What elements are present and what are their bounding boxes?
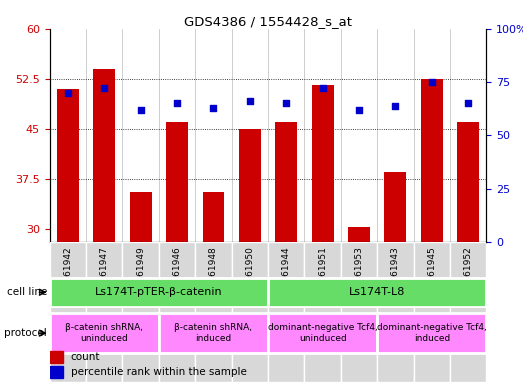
Point <box>100 85 108 91</box>
Text: β-catenin shRNA,
uninduced: β-catenin shRNA, uninduced <box>65 323 143 343</box>
Title: GDS4386 / 1554428_s_at: GDS4386 / 1554428_s_at <box>184 15 352 28</box>
Text: GSM461946: GSM461946 <box>173 246 181 301</box>
Bar <box>384 172 406 242</box>
FancyBboxPatch shape <box>122 242 159 382</box>
Bar <box>457 122 479 242</box>
Point <box>428 79 436 85</box>
Text: dominant-negative Tcf4,
induced: dominant-negative Tcf4, induced <box>377 323 487 343</box>
Text: GSM461953: GSM461953 <box>355 246 363 301</box>
Point <box>64 90 72 96</box>
Bar <box>275 122 297 242</box>
Bar <box>312 85 334 242</box>
FancyBboxPatch shape <box>232 242 268 382</box>
FancyBboxPatch shape <box>50 278 268 307</box>
FancyBboxPatch shape <box>268 278 486 307</box>
Point <box>137 107 145 113</box>
Text: GSM461942: GSM461942 <box>63 246 72 301</box>
Bar <box>421 79 442 242</box>
Text: GSM461944: GSM461944 <box>282 246 291 301</box>
Point <box>246 98 254 104</box>
Text: protocol: protocol <box>4 328 47 338</box>
FancyBboxPatch shape <box>86 242 122 382</box>
Text: dominant-negative Tcf4,
uninduced: dominant-negative Tcf4, uninduced <box>268 323 378 343</box>
FancyBboxPatch shape <box>341 242 377 382</box>
Bar <box>57 89 79 242</box>
Point <box>282 100 290 106</box>
Bar <box>166 122 188 242</box>
Text: GSM461947: GSM461947 <box>100 246 109 301</box>
Bar <box>130 192 152 242</box>
Bar <box>202 192 224 242</box>
FancyBboxPatch shape <box>159 242 195 382</box>
Bar <box>50 351 63 363</box>
Text: count: count <box>71 352 100 362</box>
Point <box>173 100 181 106</box>
FancyBboxPatch shape <box>268 313 377 353</box>
Text: GSM461948: GSM461948 <box>209 246 218 301</box>
FancyBboxPatch shape <box>450 242 486 382</box>
Bar <box>50 366 63 379</box>
FancyBboxPatch shape <box>50 313 159 353</box>
Point <box>391 103 400 109</box>
Text: GSM461943: GSM461943 <box>391 246 400 301</box>
FancyBboxPatch shape <box>195 242 232 382</box>
Text: GSM461951: GSM461951 <box>318 246 327 301</box>
Text: GSM461950: GSM461950 <box>245 246 254 301</box>
Bar <box>239 129 261 242</box>
FancyBboxPatch shape <box>268 242 304 382</box>
Point <box>209 104 218 111</box>
Point <box>355 107 363 113</box>
Text: β-catenin shRNA,
induced: β-catenin shRNA, induced <box>175 323 253 343</box>
FancyBboxPatch shape <box>50 242 86 382</box>
FancyBboxPatch shape <box>304 242 341 382</box>
Bar <box>348 227 370 242</box>
Text: GSM461945: GSM461945 <box>427 246 436 301</box>
Text: percentile rank within the sample: percentile rank within the sample <box>71 367 246 377</box>
FancyBboxPatch shape <box>377 242 414 382</box>
Text: Ls174T-pTER-β-catenin: Ls174T-pTER-β-catenin <box>95 287 223 297</box>
FancyBboxPatch shape <box>377 313 486 353</box>
Text: cell line: cell line <box>7 287 47 297</box>
FancyBboxPatch shape <box>159 313 268 353</box>
Bar <box>93 69 115 242</box>
Text: GSM461952: GSM461952 <box>464 246 473 301</box>
Point <box>319 85 327 91</box>
Text: Ls174T-L8: Ls174T-L8 <box>349 287 405 297</box>
Text: GSM461949: GSM461949 <box>136 246 145 301</box>
Point <box>464 100 472 106</box>
FancyBboxPatch shape <box>414 242 450 382</box>
